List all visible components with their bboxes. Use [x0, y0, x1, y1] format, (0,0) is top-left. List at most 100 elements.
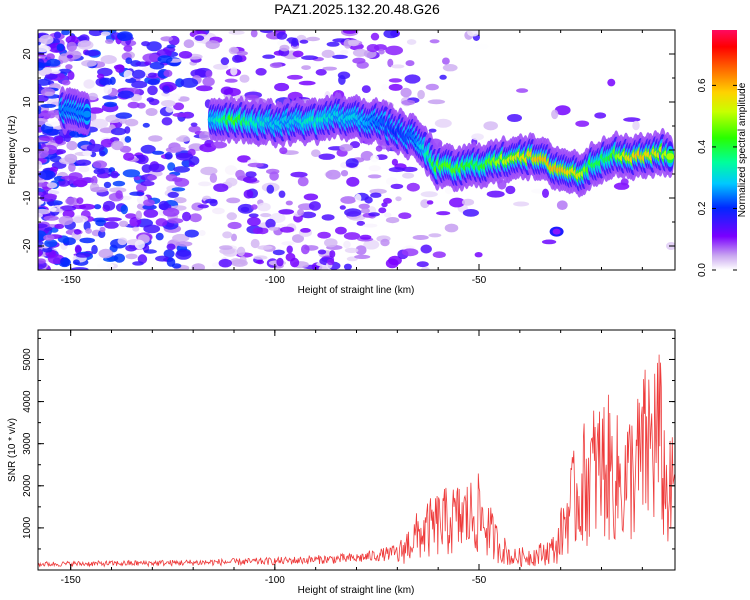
heatmap-cell: [175, 241, 193, 247]
heatmap-cell: [297, 208, 305, 216]
heatmap-cell: [632, 120, 640, 131]
heatmap-cell: [266, 184, 275, 194]
heatmap-cell: [134, 239, 145, 250]
heatmap-cell: [356, 220, 365, 226]
heatmap-cell: [109, 76, 116, 85]
heatmap-cell: [70, 267, 89, 270]
heatmap-cell: [147, 174, 158, 181]
heatmap-cell: [236, 246, 246, 257]
heatmap-cell: [142, 53, 160, 63]
heatmap-cell: [210, 141, 227, 149]
heatmap-cell: [368, 165, 381, 172]
heatmap-cell: [390, 183, 404, 190]
heatmap-cell: [65, 35, 79, 44]
heatmap-cell: [343, 232, 361, 240]
heatmap-cell: [40, 103, 57, 108]
heatmap-cell: [444, 187, 454, 195]
heatmap-cell: [213, 183, 229, 192]
heatmap-cell: [44, 239, 58, 248]
heatmap-cell: [180, 77, 199, 88]
heatmap-cell: [99, 77, 113, 86]
heatmap-cell: [300, 228, 311, 233]
heatmap-cell: [439, 74, 447, 80]
heatmap-cell: [366, 44, 380, 53]
heatmap-cell: [388, 78, 402, 83]
heatmap-cell: [442, 63, 458, 72]
heatmap-cell: [268, 226, 279, 231]
heatmap-cell: [228, 30, 245, 35]
heatmap-cell: [222, 231, 233, 239]
heatmap-cell: [46, 182, 58, 189]
heatmap-cell: [321, 214, 335, 221]
snr-y-ticks: 1000 2000 3000 4000 5000: [22, 337, 675, 550]
heatmap-cell: [205, 70, 213, 78]
y-tick-label: -10: [22, 190, 33, 205]
heatmap-cell: [39, 34, 54, 45]
heatmap-cell: [166, 243, 176, 251]
heatmap-cell: [178, 51, 193, 59]
heatmap-cell: [516, 88, 529, 93]
heatmap-cell: [209, 199, 218, 207]
heatmap-cell: [370, 192, 382, 198]
heatmap-cell: [38, 208, 51, 215]
heatmap-cell: [231, 233, 237, 242]
heatmap-cell: [322, 66, 338, 71]
x-tick-label: -150: [61, 275, 81, 286]
heatmap-cell: [332, 54, 348, 60]
heatmap-cell: [384, 212, 392, 218]
heatmap-cell: [299, 39, 309, 44]
heatmap-cell: [278, 209, 295, 215]
heatmap-cell: [148, 135, 163, 142]
heatmap-cell: [98, 248, 114, 259]
snr-x-axis-label: Height of straight line (km): [298, 585, 415, 596]
heatmap-cell: [269, 171, 279, 181]
heatmap-cell: [166, 93, 181, 101]
heatmap-cell: [202, 77, 215, 87]
heatmap-cell: [183, 39, 195, 49]
heatmap-cell: [92, 160, 108, 169]
heatmap-cell: [73, 229, 82, 235]
heatmap-cell: [191, 263, 205, 270]
heatmap-cell: [220, 57, 230, 66]
heatmap-cell: [67, 71, 75, 80]
heatmap-cell: [124, 118, 139, 127]
colorbar-gradient: [712, 30, 737, 270]
heatmap-cell: [90, 186, 108, 193]
snr-series-line: [37, 354, 675, 568]
snr-x-ticks: -150 -100 -50: [61, 330, 643, 586]
heatmap-cell: [281, 241, 295, 246]
heatmap-cell: [467, 30, 480, 37]
heatmap-cell: [122, 169, 141, 178]
heatmap-cell: [87, 92, 98, 101]
snr-frame: [37, 329, 676, 571]
heatmap-cell: [255, 68, 267, 76]
heatmap-cell: [119, 220, 129, 227]
heatmap-cell: [72, 259, 80, 266]
heatmap-cell: [91, 244, 98, 255]
heatmap-cell: [133, 176, 141, 181]
spectrogram-y-axis-label: Frequency (Hz): [7, 116, 18, 185]
heatmap-cell: [167, 218, 184, 224]
heatmap-cell: [110, 170, 119, 179]
heatmap-cell: [100, 31, 111, 37]
heatmap-cell: [103, 235, 113, 241]
heatmap-cell: [166, 257, 176, 267]
heatmap-cell: [85, 228, 92, 234]
heatmap-cell: [401, 99, 416, 106]
heatmap-cell: [340, 49, 349, 55]
heatmap-cell: [149, 61, 165, 70]
heatmap-cell: [143, 199, 155, 207]
heatmap-cell: [355, 245, 367, 256]
heatmap-cell: [38, 200, 44, 205]
heatmap-cell: [388, 83, 403, 91]
heatmap-cell: [251, 204, 258, 210]
heatmap-cell: [115, 190, 123, 199]
heatmap-cell: [78, 165, 90, 173]
heatmap-cell: [68, 162, 76, 172]
heatmap-cell: [359, 234, 372, 240]
heatmap-cell: [105, 39, 114, 44]
heatmap-cell: [173, 102, 185, 111]
heatmap-cell: [140, 180, 155, 187]
heatmap-cell: [43, 215, 59, 221]
